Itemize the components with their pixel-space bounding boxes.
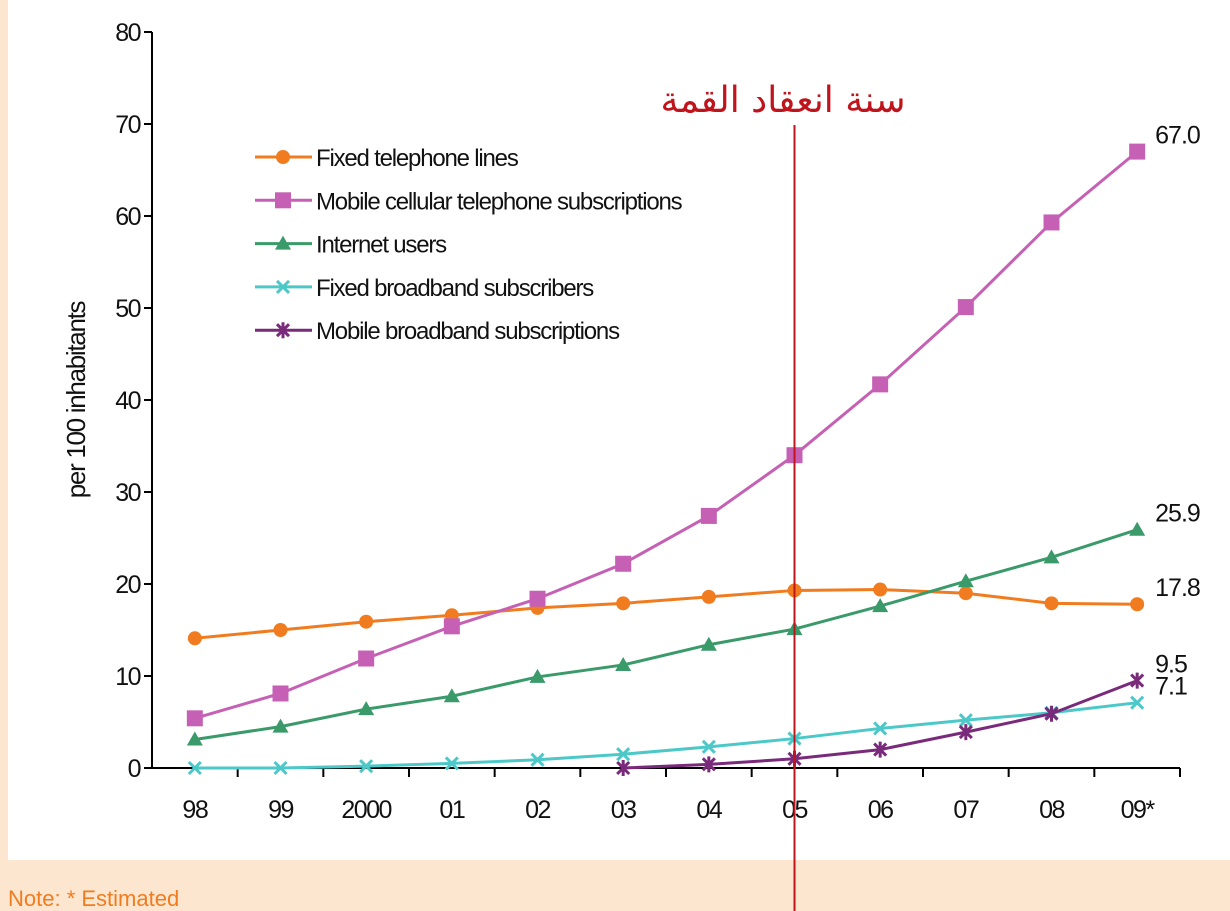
marker [1043,549,1060,564]
series-line [194,701,1138,770]
y-tick-label: 50 [115,295,140,323]
marker [530,752,545,767]
x-tick-label: 03 [611,796,636,824]
marker [1129,143,1146,160]
marker [358,650,375,667]
marker [358,701,375,716]
marker [700,636,717,651]
x-tick-label: 05 [782,796,807,824]
series-line [194,528,1138,741]
legend-label: Internet users [316,232,447,259]
marker [186,710,203,727]
marker [275,235,291,250]
y-tick-label: 40 [115,387,140,415]
marker [958,713,973,728]
marker [275,279,291,294]
annotation-text: سنة انعقاد القمة [660,80,905,121]
legend-label: Fixed telephone lines [316,145,519,172]
x-tick-label: 01 [439,796,464,824]
series-line [194,150,1139,720]
marker [1044,596,1059,611]
series-line [194,588,1138,640]
marker [272,718,289,733]
marker [1044,705,1059,722]
x-tick-label: 08 [1039,796,1064,824]
y-tick-label: 10 [115,663,140,691]
marker [616,747,631,762]
marker [444,756,459,771]
marker [615,656,632,671]
marker [873,721,888,736]
marker [275,322,291,339]
marker [873,741,888,758]
marker [1129,521,1146,536]
x-tick-label: 98 [182,796,207,824]
y-tick-label: 60 [115,203,140,231]
data-label: 25.9 [1155,500,1200,528]
marker [273,623,288,637]
marker [359,614,374,629]
footnote: Note: * Estimated [8,886,179,911]
x-tick-label: 02 [525,796,550,824]
marker [529,668,546,683]
y-tick-label: 70 [115,111,140,139]
marker [359,759,374,774]
legend-label: Mobile broadband subscriptions [316,318,620,345]
marker [529,590,546,607]
marker [187,760,202,776]
marker [1043,214,1060,231]
y-tick-label: 0 [128,755,141,783]
marker [272,685,289,702]
x-tick-label: 99 [268,796,293,824]
data-label: 9.5 [1155,651,1187,679]
marker [701,739,716,754]
legend-label: Mobile cellular telephone subscriptions [316,188,683,215]
marker [616,596,631,611]
marker [701,756,716,773]
marker [273,760,288,776]
y-tick-label: 80 [115,19,140,47]
x-tick-label: 04 [696,796,722,824]
marker [958,724,973,741]
plot-panel [8,0,1230,860]
marker [443,688,460,703]
marker [872,376,889,393]
marker [1130,597,1145,612]
marker [276,150,290,164]
marker [872,598,889,613]
marker [1130,695,1145,710]
marker [615,555,632,572]
y-tick-label: 30 [115,479,140,507]
marker [1130,672,1145,689]
data-label: 67.0 [1155,122,1200,150]
marker [701,589,716,604]
x-tick-label: 09* [1121,796,1156,824]
marker [187,631,202,646]
y-tick-label: 20 [115,571,140,599]
marker [275,192,291,209]
marker [616,760,631,776]
x-tick-label: 2000 [341,796,391,824]
marker [957,573,974,588]
x-tick-label: 06 [868,796,893,824]
y-axis-label: per 100 inhabitants [61,300,91,498]
marker [873,582,888,597]
x-tick-label: 07 [953,796,978,824]
marker [957,299,974,316]
marker [700,507,717,524]
data-label: 17.8 [1155,574,1200,602]
data-label: 7.1 [1155,673,1187,701]
marker [958,586,973,601]
marker [443,618,460,635]
marker [186,731,203,746]
legend-label: Fixed broadband subscribers [316,275,594,302]
